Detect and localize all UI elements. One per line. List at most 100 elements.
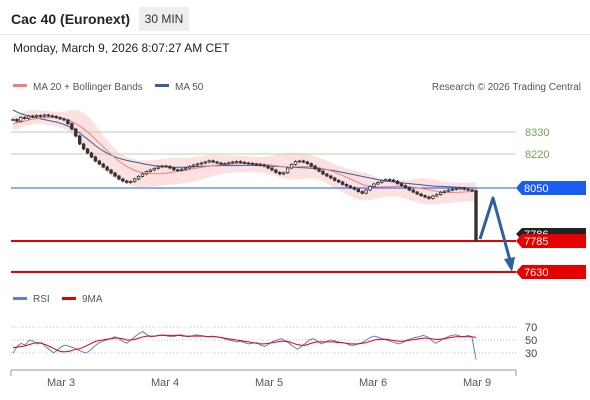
- ma50-legend-swatch: [155, 84, 169, 87]
- candle-body: [85, 148, 90, 154]
- candle-body: [234, 161, 239, 164]
- candle-body: [168, 165, 172, 169]
- level-labels: 778683308220805077857630: [516, 127, 586, 279]
- candle-body: [470, 189, 474, 192]
- candle-body: [258, 163, 262, 166]
- candle-body: [423, 195, 427, 198]
- candle-body: [109, 169, 113, 174]
- price-levels: [11, 131, 516, 273]
- candle-body: [313, 165, 317, 170]
- candle-body: [34, 115, 39, 118]
- candle-body: [152, 167, 156, 171]
- candle-body: [140, 173, 145, 177]
- header-divider: [0, 34, 590, 35]
- candle-body: [427, 196, 431, 199]
- candle-body: [458, 187, 463, 190]
- candle-body: [42, 114, 47, 117]
- candle-body: [391, 179, 396, 182]
- candle-body: [336, 179, 341, 183]
- candle-body: [211, 160, 215, 163]
- candle-body: [246, 162, 251, 165]
- candle-body: [368, 185, 372, 191]
- support-tag-7630: [516, 265, 586, 279]
- candle-body: [38, 115, 43, 117]
- x-tick-label: Mar 9: [463, 377, 491, 389]
- candle-body: [376, 181, 380, 185]
- candle-body: [187, 165, 192, 169]
- candle-body: [309, 163, 313, 167]
- candle-body: [266, 165, 270, 169]
- candle-body: [403, 185, 408, 189]
- rsi-tick-30: 30: [525, 348, 537, 360]
- candle-body: [297, 160, 302, 163]
- candle-body: [101, 163, 105, 168]
- candle-body: [160, 165, 164, 168]
- candle-body: [113, 172, 117, 177]
- candle-body: [446, 189, 451, 192]
- candle-body: [172, 167, 176, 171]
- candle-body: [66, 119, 70, 124]
- instrument-title: Cac 40 (Euronext): [11, 11, 131, 27]
- copyright-label: Research © 2026 Trading Central: [432, 82, 581, 93]
- candle-body: [58, 117, 62, 120]
- candle-body: [450, 188, 455, 191]
- rsi-legend: RSI 9MA: [13, 294, 103, 305]
- resistance-label-8220: 8220: [525, 149, 549, 161]
- candle-body: [74, 128, 78, 137]
- candle-body: [231, 161, 235, 164]
- candle-body: [105, 166, 109, 171]
- ma50-legend-label: MA 50: [175, 82, 204, 93]
- rsi-ma-legend-label: 9MA: [82, 294, 103, 305]
- candle-body: [438, 191, 443, 195]
- candle-body: [176, 169, 180, 172]
- candle-body: [129, 181, 133, 184]
- candle-body: [54, 116, 58, 119]
- candle-body: [399, 183, 404, 187]
- candle-body: [364, 189, 368, 194]
- candle-body: [250, 162, 255, 165]
- candle-body: [395, 180, 400, 184]
- candle-body: [254, 163, 258, 166]
- candle-body: [321, 170, 325, 175]
- candle-body: [442, 190, 447, 193]
- candle-body: [19, 117, 23, 122]
- candle-body: [372, 183, 376, 187]
- candle-body: [285, 167, 290, 174]
- timeframe-badge[interactable]: 30 MIN: [139, 7, 189, 31]
- candle-body: [340, 181, 345, 185]
- candle-body: [46, 114, 51, 117]
- candle-body: [317, 168, 321, 172]
- candle-body: [23, 117, 27, 119]
- candle-body: [360, 191, 364, 194]
- x-tick-label: Mar 4: [151, 377, 179, 389]
- candle-body: [117, 175, 121, 180]
- support-label-7630: 7630: [524, 267, 548, 279]
- candle-body: [344, 183, 349, 187]
- ma20-legend-label: MA 20 + Bollinger Bands: [33, 82, 143, 93]
- candle-body: [223, 163, 227, 166]
- candle-body: [348, 185, 353, 188]
- candle-body: [195, 163, 200, 166]
- candle-body: [156, 166, 160, 169]
- rsi-ma-line: [12, 334, 477, 353]
- candle-body: [183, 167, 188, 170]
- candle-body: [305, 161, 309, 165]
- forecast-arrow-path: [478, 196, 513, 265]
- rsi-lines: [12, 331, 477, 360]
- candle-body: [274, 169, 278, 173]
- candle-body: [227, 162, 231, 165]
- main-legend: MA 20 + Bollinger Bands MA 50 Research ©…: [13, 82, 581, 93]
- candle-body: [415, 191, 419, 195]
- x-tick-label: Mar 3: [47, 377, 75, 389]
- candle-body: [352, 187, 357, 190]
- candle-body: [30, 115, 35, 118]
- x-tick-label: Mar 6: [359, 377, 387, 389]
- candle-body: [325, 173, 329, 177]
- candle-body: [262, 164, 266, 167]
- candle-body: [93, 156, 98, 162]
- bollinger-band-area: [13, 110, 476, 205]
- candle-body: [356, 188, 360, 192]
- candle-body: [454, 187, 459, 190]
